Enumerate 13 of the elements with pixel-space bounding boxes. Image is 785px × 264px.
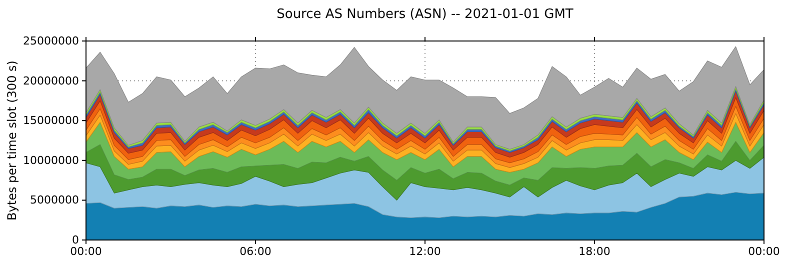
y-tick-label: 15000000 bbox=[23, 114, 79, 128]
x-tick-label: 00:00 bbox=[748, 244, 780, 258]
x-tick-label: 06:00 bbox=[240, 244, 272, 258]
x-tick-label: 18:00 bbox=[578, 244, 610, 258]
y-tick-label: 0 bbox=[72, 234, 79, 247]
chart-title: Source AS Numbers (ASN) -- 2021-01-01 GMT bbox=[276, 7, 574, 22]
y-tick-label: 25000000 bbox=[23, 34, 79, 48]
y-tick-label: 20000000 bbox=[23, 74, 79, 88]
x-tick-label: 12:00 bbox=[409, 244, 441, 258]
x-tick-label: 00:00 bbox=[70, 244, 102, 258]
y-tick-label: 5000000 bbox=[30, 194, 79, 207]
y-tick-label: 10000000 bbox=[23, 154, 79, 167]
y-axis-title: Bytes per time slot (300 s) bbox=[5, 60, 19, 220]
